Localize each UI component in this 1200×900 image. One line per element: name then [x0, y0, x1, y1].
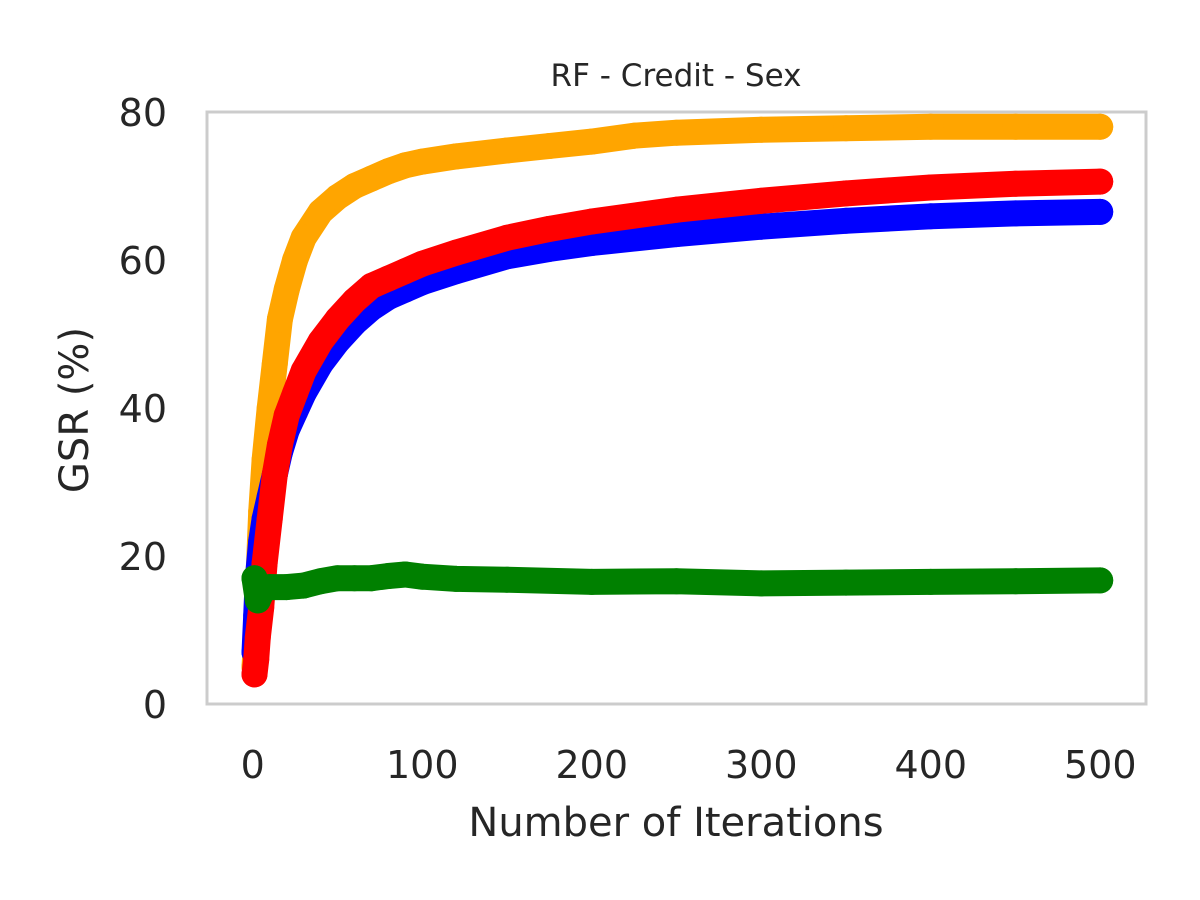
data-point: [443, 565, 470, 592]
data-point: [748, 213, 775, 240]
data-point: [1087, 113, 1114, 140]
x-tick-label: 100: [386, 743, 459, 787]
data-point: [256, 506, 283, 532]
data-point: [290, 358, 317, 384]
data-point: [494, 224, 520, 251]
data-point: [578, 208, 605, 235]
data-point: [578, 568, 605, 595]
x-axis-label: Number of Iterations: [468, 800, 883, 846]
data-point: [748, 116, 775, 143]
data-point: [621, 122, 648, 149]
y-tick-label: 40: [119, 387, 167, 431]
data-point: [578, 128, 605, 155]
data-point: [409, 148, 436, 175]
y-tick-label: 80: [119, 91, 167, 135]
data-point: [282, 247, 309, 273]
data-point: [273, 276, 300, 303]
plot-frame: [205, 110, 1148, 706]
data-point: [494, 566, 520, 593]
data-point: [266, 306, 293, 333]
x-tick-label: 300: [725, 743, 798, 787]
data-point: [282, 380, 309, 407]
data-point: [443, 239, 470, 266]
data-point: [536, 215, 563, 242]
data-point: [748, 187, 775, 214]
data-point: [917, 113, 944, 140]
data-point: [243, 646, 270, 673]
data-point: [1087, 198, 1114, 225]
data-point: [917, 203, 944, 230]
data-point: [536, 133, 563, 159]
data-point: [578, 230, 605, 256]
data-point: [409, 250, 436, 277]
chart-title: RF - Credit - Sex: [551, 58, 802, 94]
data-point: [663, 119, 690, 146]
data-point: [748, 570, 775, 597]
y-tick-labels: 0 20 40 60 80: [119, 91, 167, 727]
data-point: [273, 402, 300, 429]
data-point: [1087, 567, 1114, 594]
x-tick-labels: 0 100 200 300 400 500: [241, 743, 1137, 787]
y-axis-label: GSR (%): [52, 327, 98, 493]
data-point: [409, 563, 436, 590]
y-tick-label: 20: [119, 535, 167, 579]
data-point: [833, 115, 859, 142]
data-point: [307, 328, 334, 355]
y-tick-label: 60: [119, 239, 167, 283]
y-tick-label: 0: [143, 683, 167, 727]
series-1: [241, 198, 1114, 666]
data-point: [833, 207, 859, 234]
x-tick-label: 200: [555, 743, 628, 787]
series-3: [241, 561, 1114, 614]
data-point: [324, 306, 351, 333]
x-tick-label: 500: [1064, 743, 1137, 787]
series-line: [241, 168, 1114, 688]
data-point: [917, 568, 944, 595]
data-point: [833, 180, 859, 207]
data-point: [261, 461, 288, 488]
data-point: [833, 569, 859, 596]
data-point: [443, 143, 470, 170]
data-point: [244, 624, 271, 651]
data-point: [307, 198, 334, 225]
x-tick-label: 0: [241, 743, 265, 787]
data-point: [1002, 200, 1029, 227]
data-point: [266, 432, 293, 458]
data-point: [663, 221, 690, 248]
data-point: [1002, 568, 1029, 595]
x-tick-label: 400: [894, 743, 967, 787]
data-point: [290, 224, 317, 251]
data-point: [494, 137, 520, 164]
data-point: [261, 350, 288, 377]
series-2: [241, 168, 1114, 688]
series-layer: [241, 113, 1114, 688]
data-point: [1087, 168, 1114, 195]
data-point: [1002, 170, 1029, 197]
data-point: [663, 568, 690, 595]
data-point: [341, 287, 368, 314]
data-point: [917, 174, 944, 201]
data-point: [1002, 113, 1029, 140]
data-point: [663, 196, 690, 223]
